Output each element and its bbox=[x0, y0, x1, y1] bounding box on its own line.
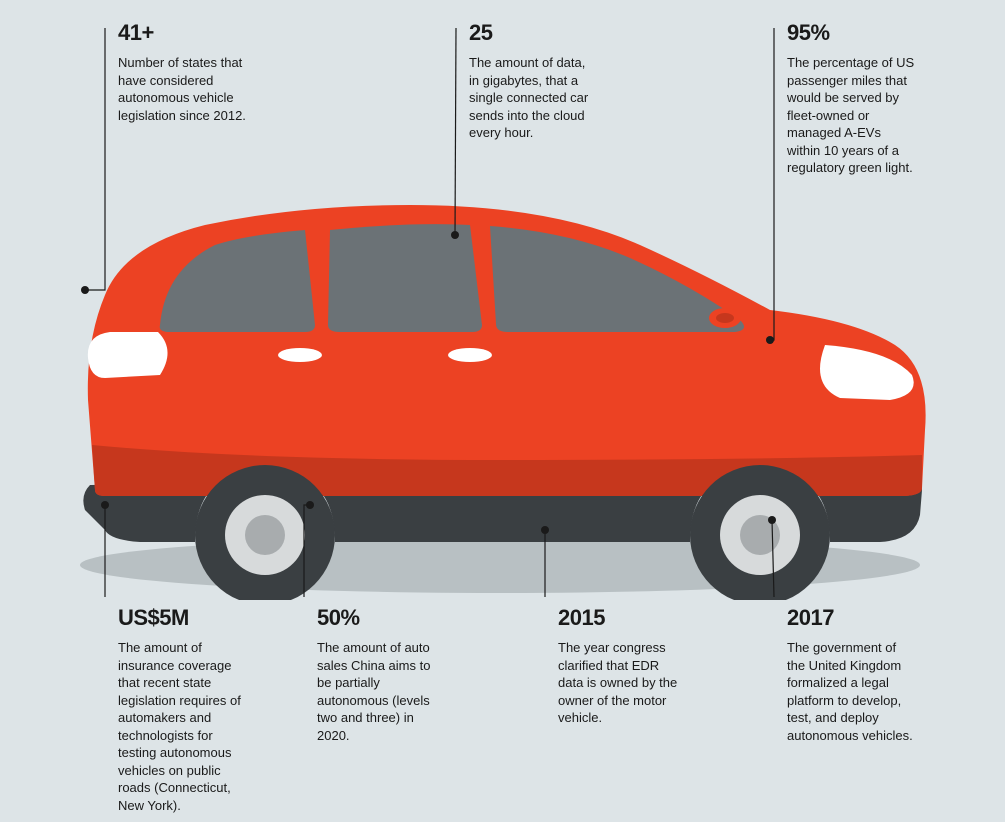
wheel-rear bbox=[195, 465, 335, 600]
top-stat-2: 95% The percentage of US passenger miles … bbox=[787, 20, 917, 177]
stat-desc: The year congress clarified that EDR dat… bbox=[558, 639, 688, 727]
stat-value: 2015 bbox=[558, 605, 688, 631]
side-mirror-highlight bbox=[716, 313, 734, 323]
stat-value: 2017 bbox=[787, 605, 917, 631]
door-handle-rear bbox=[278, 348, 322, 362]
stat-desc: The amount of auto sales China aims to b… bbox=[317, 639, 447, 744]
stat-value: 41+ bbox=[118, 20, 248, 46]
door-handle-front bbox=[448, 348, 492, 362]
car-window-mid bbox=[328, 224, 482, 332]
stat-desc: The amount of data, in gigabytes, that a… bbox=[469, 54, 599, 142]
wheel-front bbox=[690, 465, 830, 600]
stat-desc: The percentage of US passenger miles tha… bbox=[787, 54, 917, 177]
stat-desc: Number of states that have considered au… bbox=[118, 54, 248, 124]
bottom-stat-2: 2015 The year congress clarified that EDR… bbox=[558, 605, 688, 727]
rear-light bbox=[88, 332, 168, 378]
bottom-stat-3: 2017 The government of the United Kingdom… bbox=[787, 605, 917, 744]
car-illustration bbox=[50, 200, 950, 600]
car-svg bbox=[50, 200, 950, 600]
stat-desc: The government of the United Kingdom for… bbox=[787, 639, 917, 744]
stat-value: US$5M bbox=[118, 605, 248, 631]
stat-desc: The amount of insurance coverage that re… bbox=[118, 639, 248, 814]
top-stat-0: 41+ Number of states that have considered… bbox=[118, 20, 248, 124]
stat-value: 50% bbox=[317, 605, 447, 631]
bottom-stat-1: 50% The amount of auto sales China aims t… bbox=[317, 605, 447, 744]
bottom-stat-0: US$5M The amount of insurance coverage th… bbox=[118, 605, 248, 814]
stat-value: 95% bbox=[787, 20, 917, 46]
stat-value: 25 bbox=[469, 20, 599, 46]
top-stat-1: 25 The amount of data, in gigabytes, that… bbox=[469, 20, 599, 142]
